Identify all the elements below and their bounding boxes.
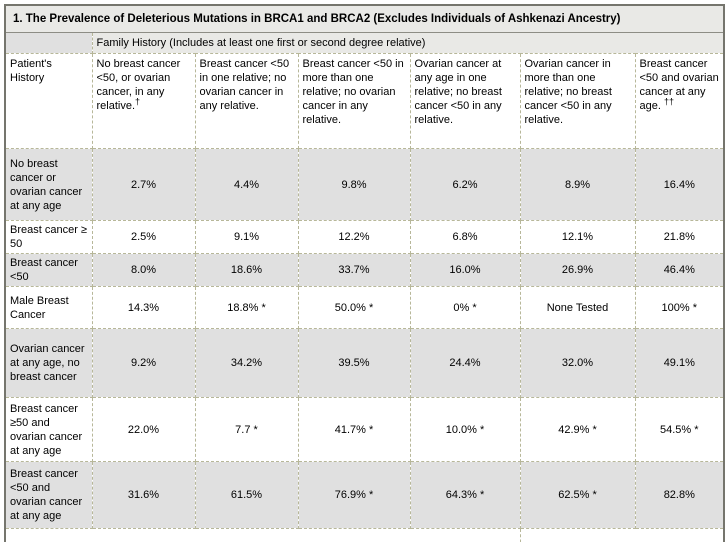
prevalence-value-cell: 8.0% — [91, 253, 196, 287]
prevalence-value-cell: 8.9% — [519, 148, 636, 221]
prevalence-value-cell: 18.6% — [194, 253, 299, 287]
table-row: Breast cancer ≥50 and ovarian cancer at … — [4, 397, 725, 462]
prevalence-value-cell: 61.5% — [194, 461, 299, 529]
prevalence-value-cell: 2.5% — [91, 220, 196, 254]
table-row: Ovarian cancer at any age, no breast can… — [4, 328, 725, 398]
prevalence-value-cell: 39.5% — [297, 328, 411, 398]
prevalence-value-cell: 34.2% — [194, 328, 299, 398]
prevalence-value-cell: 46.4% — [634, 253, 725, 287]
prevalence-value-cell: 31.6% — [91, 461, 196, 529]
partial-next-row-cell — [4, 528, 521, 542]
prevalence-value-cell: 76.9% * — [297, 461, 411, 529]
prevalence-value-cell: 0% * — [409, 286, 521, 329]
table-row: Breast cancer <50 and ovarian cancer at … — [4, 461, 725, 529]
partial-next-row — [4, 528, 725, 542]
family-history-column-header: Breast cancer <50 in one relative; no ov… — [194, 53, 299, 149]
patient-history-row-label: Breast cancer <50 and ovarian cancer at … — [4, 461, 93, 529]
prevalence-value-cell: 42.9% * — [519, 397, 636, 462]
table-title-row: 1. The Prevalence of Deleterious Mutatio… — [5, 5, 725, 33]
prevalence-value-cell: 16.4% — [634, 148, 725, 221]
partial-next-row-cell — [519, 528, 725, 542]
prevalence-value-cell: 14.3% — [91, 286, 196, 329]
family-history-header: Family History (Includes at least one fi… — [91, 32, 725, 54]
prevalence-value-cell: 6.2% — [409, 148, 521, 221]
prevalence-value-cell: 12.2% — [297, 220, 411, 254]
prevalence-value-cell: 33.7% — [297, 253, 411, 287]
prevalence-value-cell: 9.2% — [91, 328, 196, 398]
prevalence-value-cell: 12.1% — [519, 220, 636, 254]
table-row: No breast cancer or ovarian cancer at an… — [4, 148, 725, 221]
prevalence-value-cell: 64.3% * — [409, 461, 521, 529]
prevalence-value-cell: 16.0% — [409, 253, 521, 287]
prevalence-value-cell: 26.9% — [519, 253, 636, 287]
patient-history-row-label: Breast cancer ≥ 50 — [4, 220, 93, 254]
prevalence-value-cell: 41.7% * — [297, 397, 411, 462]
prevalence-value-cell: None Tested — [519, 286, 636, 329]
prevalence-value-cell: 22.0% — [91, 397, 196, 462]
patient-history-row-label: Male Breast Cancer — [4, 286, 93, 329]
prevalence-value-cell: 54.5% * — [634, 397, 725, 462]
patient-history-row-label: Breast cancer <50 — [4, 253, 93, 287]
prevalence-value-cell: 2.7% — [91, 148, 196, 221]
prevalence-value-cell: 32.0% — [519, 328, 636, 398]
prevalence-value-cell: 7.7 * — [194, 397, 299, 462]
prevalence-value-cell: 21.8% — [634, 220, 725, 254]
brca-prevalence-table: 1. The Prevalence of Deleterious Mutatio… — [4, 4, 726, 542]
prevalence-value-cell: 100% * — [634, 286, 725, 329]
prevalence-value-cell: 10.0% * — [409, 397, 521, 462]
family-history-column-header: No breast cancer <50, or ovarian cancer,… — [91, 53, 196, 149]
family-history-column-header: Ovarian cancer at any age in one relativ… — [409, 53, 521, 149]
patient-history-header: Patient's History — [4, 53, 93, 149]
prevalence-value-cell: 49.1% — [634, 328, 725, 398]
family-history-column-header: Breast cancer <50 and ovarian cancer at … — [634, 53, 725, 149]
column-header-row: Patient's History No breast cancer <50, … — [4, 53, 725, 149]
patient-history-row-label: Breast cancer ≥50 and ovarian cancer at … — [4, 397, 93, 462]
family-history-band: Family History (Includes at least one fi… — [4, 32, 725, 54]
family-history-spacer-cell — [4, 32, 93, 54]
prevalence-value-cell: 82.8% — [634, 461, 725, 529]
prevalence-value-cell: 62.5% * — [519, 461, 636, 529]
table-row: Male Breast Cancer 14.3% 18.8% * 50.0% * 0% … — [4, 286, 725, 329]
table-row: Breast cancer ≥ 50 2.5% 9.1% 12.2% 6.8% 12.1%… — [4, 220, 725, 254]
prevalence-value-cell: 9.1% — [194, 220, 299, 254]
footnote-marker: † — [135, 96, 141, 107]
prevalence-value-cell: 18.8% * — [194, 286, 299, 329]
family-history-column-header: Ovarian cancer in more than one relative… — [519, 53, 636, 149]
prevalence-value-cell: 4.4% — [194, 148, 299, 221]
prevalence-value-cell: 6.8% — [409, 220, 521, 254]
table-title: 1. The Prevalence of Deleterious Mutatio… — [5, 5, 725, 33]
prevalence-value-cell: 24.4% — [409, 328, 521, 398]
family-history-column-header: Breast cancer <50 in more than one relat… — [297, 53, 411, 149]
table-row: Breast cancer <50 8.0% 18.6% 33.7% 16.0% 26.9… — [4, 253, 725, 287]
patient-history-row-label: No breast cancer or ovarian cancer at an… — [4, 148, 93, 221]
prevalence-value-cell: 50.0% * — [297, 286, 411, 329]
patient-history-row-label: Ovarian cancer at any age, no breast can… — [4, 328, 93, 398]
prevalence-value-cell: 9.8% — [297, 148, 411, 221]
footnote-marker: †† — [663, 96, 674, 107]
